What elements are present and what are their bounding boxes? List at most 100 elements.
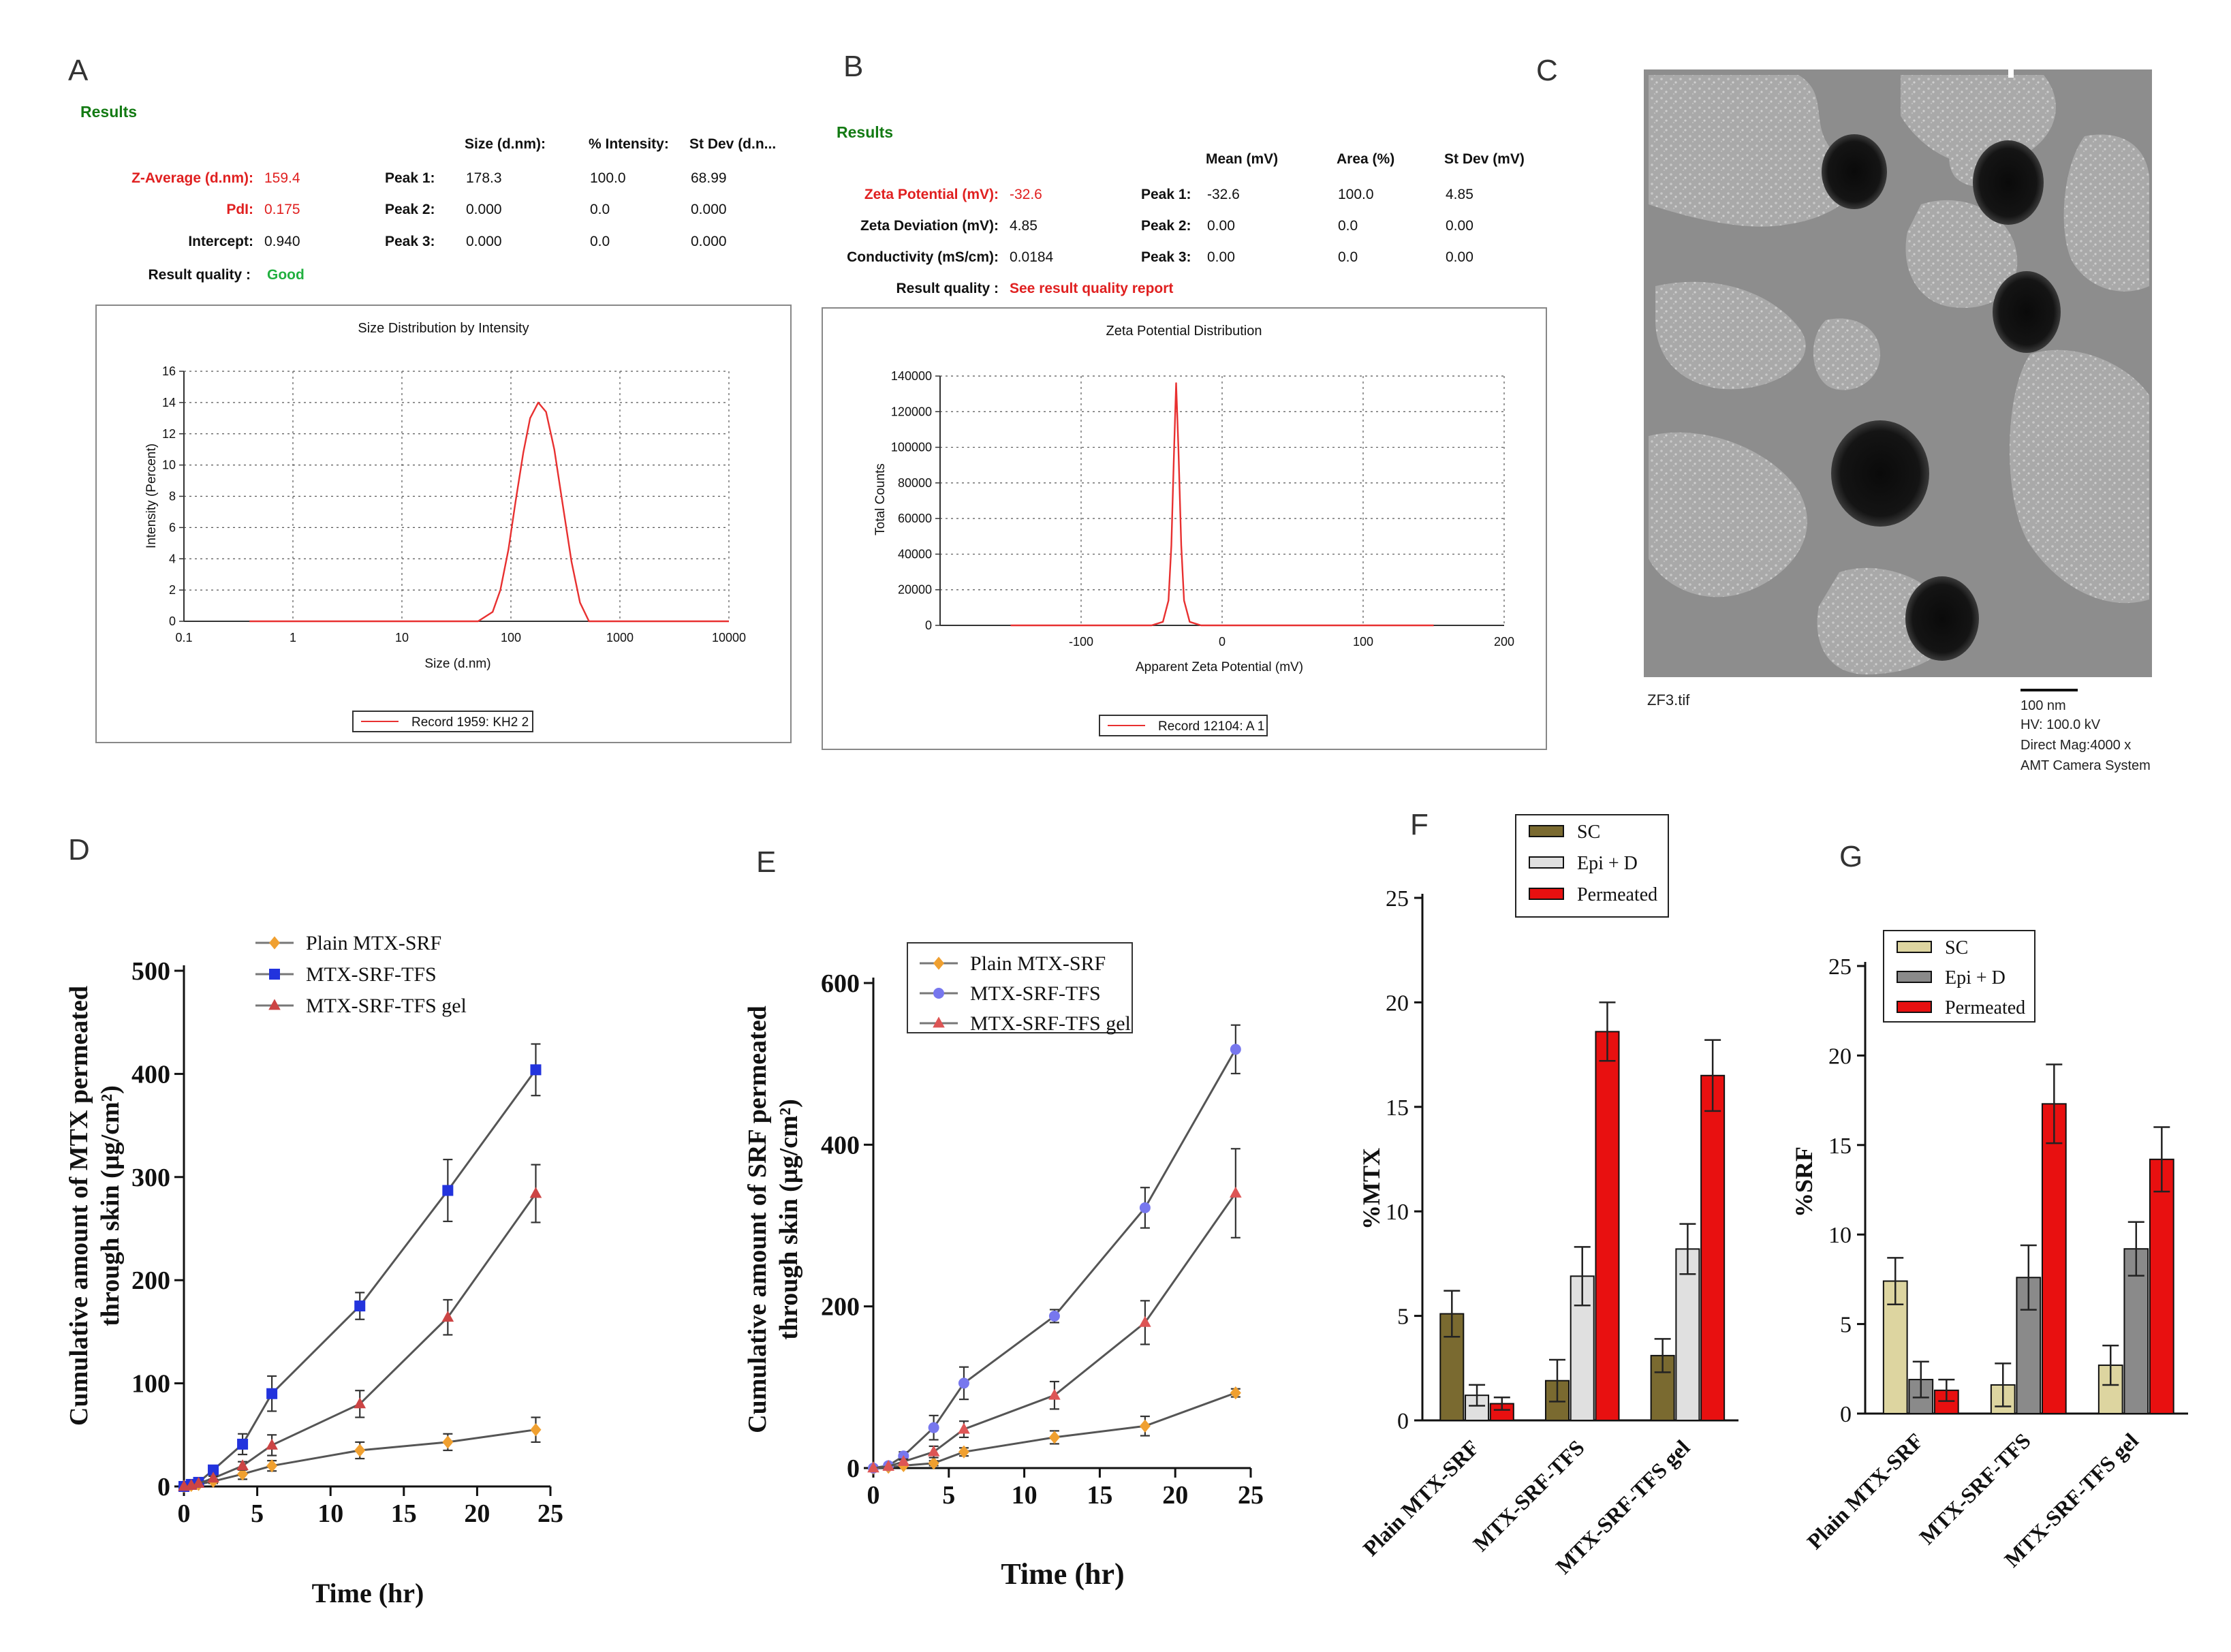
results-title: Results [837, 123, 893, 141]
legend-swatch [1897, 941, 1932, 953]
y-tick-label: 140000 [891, 369, 932, 383]
data-point [1139, 1202, 1151, 1213]
peak3-label: Peak 3: [1141, 249, 1191, 265]
data-point [958, 1377, 969, 1389]
x-axis-label: Time (hr) [312, 1578, 424, 1608]
peak2-size: 0.000 [466, 202, 502, 217]
peak3-stdev: 0.00 [1446, 249, 1473, 265]
y-tick-label: 25 [1386, 886, 1409, 911]
data-point [927, 1445, 940, 1456]
x-axis-label: Size (d.nm) [424, 657, 490, 671]
data-point [928, 1456, 939, 1470]
data-point [529, 1187, 542, 1198]
legend-label: SC [1945, 937, 1968, 959]
panel-b-results: Results Zeta Potential (mV): -32.6 Zeta … [837, 123, 1525, 296]
y-tick-label: 400 [821, 1131, 860, 1159]
y-tick-label: 0 [157, 1473, 170, 1501]
x-category-label: MTX-SRF-TFS [1914, 1428, 2035, 1549]
panel-letters: A B C D E F G [68, 50, 1862, 879]
y-axis-label: Cumulative amount of MTX permeated throu… [65, 986, 125, 1426]
legend-swatch [1897, 1001, 1932, 1013]
y-tick-label: 100000 [891, 441, 932, 454]
data-point [1230, 1186, 1242, 1198]
peak1-stdev: 4.85 [1446, 187, 1473, 202]
bar [2041, 1103, 2067, 1414]
panel-letter-c: C [1536, 54, 1558, 87]
peak1-mean: -32.6 [1207, 187, 1240, 202]
peak-header-size: Size (d.nm): [465, 136, 546, 152]
bar [1933, 1389, 1959, 1415]
x-tick-label: -100 [1069, 635, 1093, 649]
peak-header-intensity: % Intensity: [589, 136, 669, 152]
peak-header-stdev: St Dev (mV) [1444, 151, 1525, 167]
nanoparticle [1822, 134, 1887, 209]
data-point [933, 1016, 945, 1028]
data-point [266, 1438, 278, 1450]
microscope-voltage: HV: 100.0 kV [2021, 717, 2101, 732]
y-tick-label: 14 [162, 396, 176, 409]
y-axis-label-line1: Cumulative amount of SRF permeated [743, 1006, 772, 1433]
legend-swatch [1529, 825, 1564, 837]
series-line [249, 401, 729, 623]
microscope-magnification: Direct Mag:4000 x [2021, 738, 2131, 753]
y-tick-label: 15 [1828, 1134, 1852, 1159]
peak2-stdev: 0.00 [1446, 218, 1473, 234]
legend-label: MTX-SRF-TFS gel [970, 1012, 1131, 1035]
zaverage-value: 159.4 [264, 170, 300, 186]
data-point [530, 1423, 542, 1437]
intercept-label: Intercept: [188, 234, 253, 249]
data-point [867, 1461, 879, 1473]
panel-letter-e: E [756, 845, 776, 879]
y-axis-label: %MTX [1358, 1148, 1385, 1230]
y-tick-label: 200 [821, 1293, 860, 1322]
data-point [192, 1476, 205, 1488]
panel-d-chart: Time (hr) Cumulative amount of MTX perme… [65, 932, 563, 1608]
peak-header-area: Area (%) [1337, 151, 1394, 167]
tem-micrograph [1644, 69, 2152, 677]
x-tick-label: 5 [942, 1481, 955, 1510]
peak2-label: Peak 2: [1141, 218, 1191, 234]
peak3-area: 0.0 [1338, 249, 1358, 265]
data-point [442, 1185, 454, 1196]
panel-letter-g: G [1839, 840, 1862, 873]
peak1-size: 178.3 [466, 170, 502, 186]
y-tick-label: 8 [169, 490, 176, 503]
pdi-label: PdI: [226, 202, 253, 217]
nanoparticle [1973, 140, 2044, 225]
x-tick-label: 0 [1219, 635, 1226, 649]
legend-text: Record 12104: A 1 [1158, 719, 1264, 734]
bar [1700, 1074, 1726, 1422]
y-axis-label: Intensity (Percent) [144, 443, 159, 548]
peak-header-stdev: St Dev (d.n... [689, 136, 776, 152]
intercept-value: 0.940 [264, 234, 300, 249]
peak3-stdev: 0.000 [691, 234, 727, 249]
nanoparticle [1831, 420, 1929, 527]
data-point [1230, 1386, 1241, 1400]
quality-value: Good [267, 267, 305, 283]
data-point [266, 1459, 278, 1473]
y-tick-label: 300 [131, 1164, 170, 1192]
data-point [933, 956, 944, 970]
quality-value: See result quality report [1010, 281, 1173, 296]
y-tick-label: 10 [1828, 1223, 1852, 1248]
x-tick-label: 20 [464, 1499, 490, 1528]
scale-bar-label: 100 nm [2021, 698, 2066, 713]
y-axis-label-line2: through skin (µg/cm²) [775, 1099, 803, 1340]
y-tick-label: 40000 [898, 547, 932, 561]
x-category-label: Plain MTX-SRF [1802, 1428, 1927, 1553]
data-point [441, 1311, 454, 1322]
y-tick-label: 5 [1840, 1313, 1852, 1338]
peak1-area: 100.0 [1338, 187, 1374, 202]
pdi-value: 0.175 [264, 202, 300, 217]
y-tick-label: 500 [131, 957, 170, 986]
y-tick-label: 60000 [898, 512, 932, 525]
panel-a-chart: Size Distribution by Intensity Size (d.n… [95, 305, 792, 743]
legend-label: Plain MTX-SRF [306, 932, 441, 954]
data-point [237, 1467, 249, 1481]
data-point [1048, 1310, 1060, 1322]
data-point [1230, 1044, 1241, 1055]
legend-text: Record 1959: KH2 2 [411, 715, 529, 730]
legend-swatch [1529, 856, 1564, 869]
y-axis-label: Cumulative amount of SRF permeated throu… [743, 1006, 803, 1433]
